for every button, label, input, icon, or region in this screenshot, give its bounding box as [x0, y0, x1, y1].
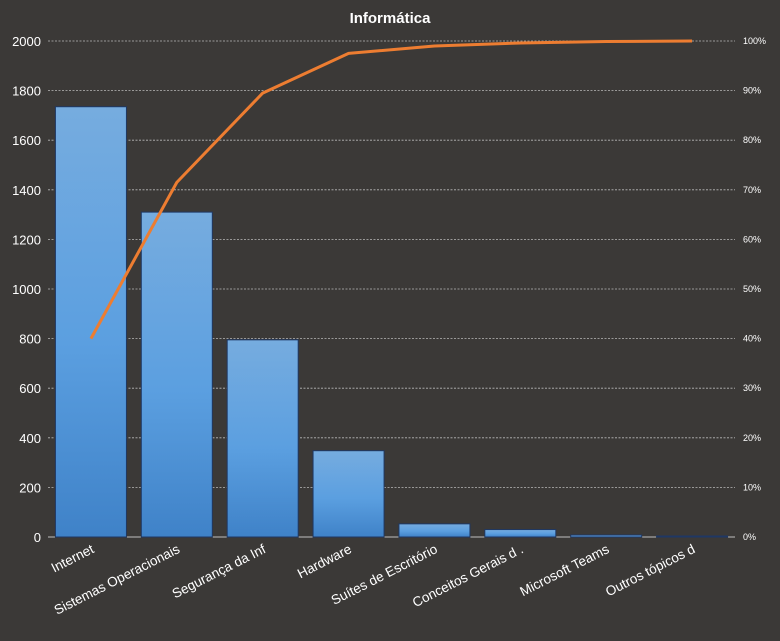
right-tick-label: 0%: [743, 532, 756, 542]
right-tick-label: 50%: [743, 284, 761, 294]
category-label: Microsoft Teams: [517, 541, 611, 599]
left-axis: 0 200 400 600 800 1000 1200 1400 1600 1800 2000: [12, 34, 41, 545]
right-tick-label: 60%: [743, 234, 761, 244]
category-label: Hardware: [295, 541, 354, 581]
left-tick-label: 600: [19, 381, 41, 396]
bar: [312, 450, 385, 538]
left-tick-label: 1000: [12, 282, 41, 297]
bar: [484, 529, 557, 538]
right-tick-label: 30%: [743, 383, 761, 393]
left-tick-label: 0: [34, 530, 41, 545]
right-tick-label: 100%: [743, 36, 766, 46]
bar: [140, 211, 213, 538]
right-tick-label: 10%: [743, 482, 761, 492]
right-tick-label: 80%: [743, 135, 761, 145]
chart-title: Informática: [350, 10, 432, 27]
category-label: Internet: [49, 541, 97, 575]
left-tick-label: 1400: [12, 183, 41, 198]
bar-series: [54, 106, 729, 538]
bar: [570, 534, 643, 538]
left-tick-label: 2000: [12, 34, 41, 49]
right-tick-label: 90%: [743, 86, 761, 96]
category-label: Outros tópicos d: [603, 541, 697, 599]
bar: [226, 339, 299, 538]
cumulative-line-series: [89, 39, 693, 340]
right-tick-label: 70%: [743, 185, 761, 195]
left-tick-label: 1800: [12, 84, 41, 99]
left-tick-label: 400: [19, 431, 41, 446]
cumulative-line: [89, 39, 693, 340]
left-tick-label: 1600: [12, 133, 41, 148]
right-axis: 0% 10% 20% 30% 40% 50% 60% 70% 80% 90% 100%: [743, 36, 766, 542]
right-tick-label: 40%: [743, 334, 761, 344]
bar: [398, 523, 471, 538]
grid-lines: [48, 40, 735, 538]
bar: [54, 106, 127, 538]
right-tick-label: 20%: [743, 433, 761, 443]
left-tick-label: 200: [19, 480, 41, 495]
bar: [656, 535, 729, 538]
category-label: Segurança da Inf: [170, 541, 269, 601]
left-tick-label: 1200: [12, 232, 41, 247]
left-tick-label: 800: [19, 332, 41, 347]
